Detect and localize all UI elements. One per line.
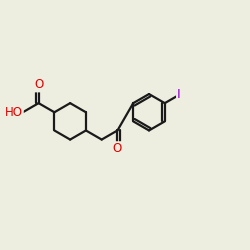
Text: HO: HO: [5, 106, 23, 119]
Text: O: O: [34, 78, 43, 92]
Text: O: O: [113, 142, 122, 155]
Text: I: I: [177, 88, 181, 102]
